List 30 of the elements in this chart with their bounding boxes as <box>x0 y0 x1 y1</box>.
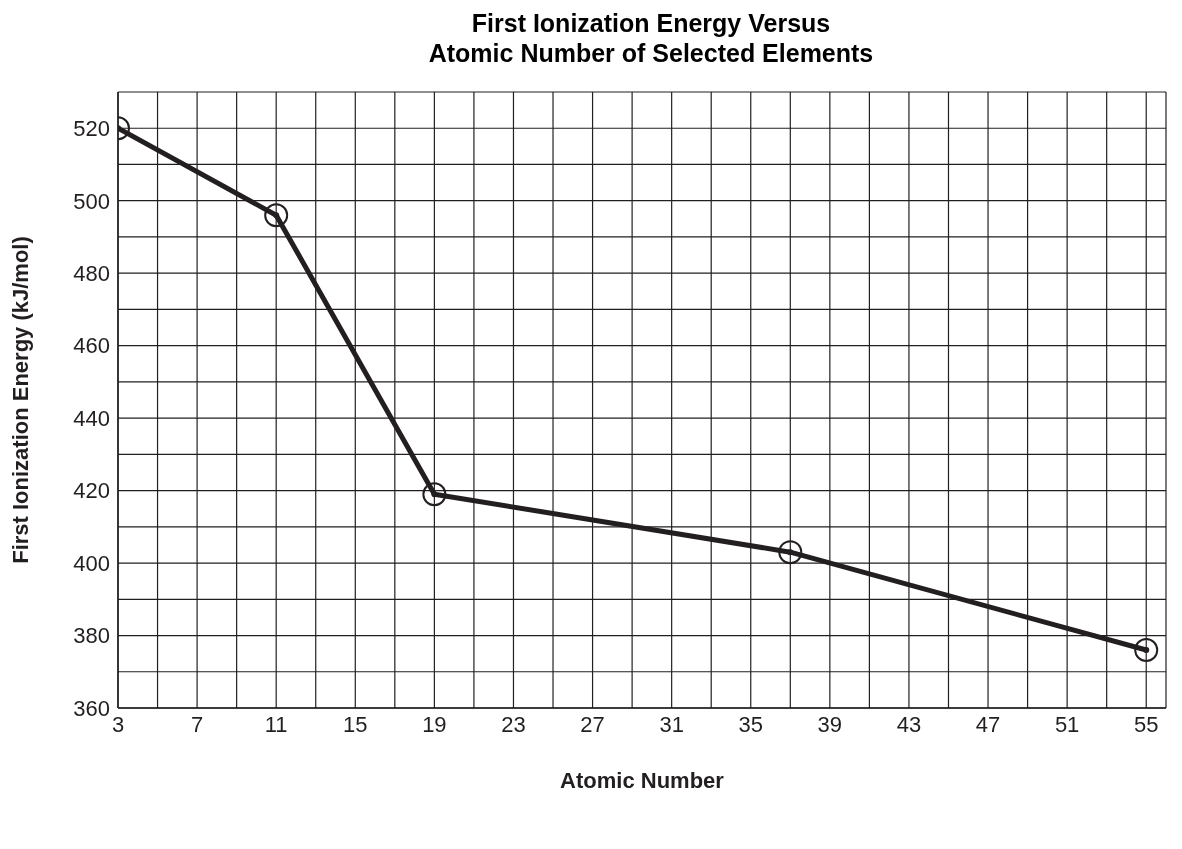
y-tick-label: 440 <box>73 405 110 431</box>
x-axis-title: Atomic Number <box>560 768 725 793</box>
y-tick-label: 380 <box>73 623 110 649</box>
x-tick-label: 47 <box>975 711 1001 737</box>
y-tick-label: 460 <box>73 333 110 359</box>
chart-title: First Ionization Energy Versus Atomic Number of Selected Elements <box>427 8 875 68</box>
y-tick-label: 500 <box>73 188 110 214</box>
point <box>264 203 289 228</box>
x-tick-label: 3 <box>111 711 125 737</box>
x-tick-label: 39 <box>817 711 843 737</box>
y-tick-label: 520 <box>73 116 110 142</box>
x-tick-label: 15 <box>343 711 368 737</box>
y-tick-label: 400 <box>73 550 110 576</box>
x-tick-label: 31 <box>659 711 684 737</box>
point <box>778 540 803 565</box>
x-tick-label: 55 <box>1133 711 1159 737</box>
point <box>422 482 447 507</box>
x-tick-label: 11 <box>264 711 288 737</box>
x-tick-label: 19 <box>422 711 447 737</box>
y-tick-label: 360 <box>73 695 110 721</box>
x-tick-label: 27 <box>580 711 605 737</box>
y-tick-label: 480 <box>73 260 110 286</box>
x-tick-label: 43 <box>896 711 922 737</box>
x-tick-label: 7 <box>190 711 204 737</box>
x-tick-label: 23 <box>501 711 526 737</box>
point <box>1134 638 1159 663</box>
x-tick-label: 35 <box>738 711 763 737</box>
x-tick-label: 51 <box>1054 711 1080 737</box>
y-tick-label: 420 <box>73 478 110 504</box>
y-axis-title: First Ionization Energy (kJ/mol) <box>7 236 33 564</box>
